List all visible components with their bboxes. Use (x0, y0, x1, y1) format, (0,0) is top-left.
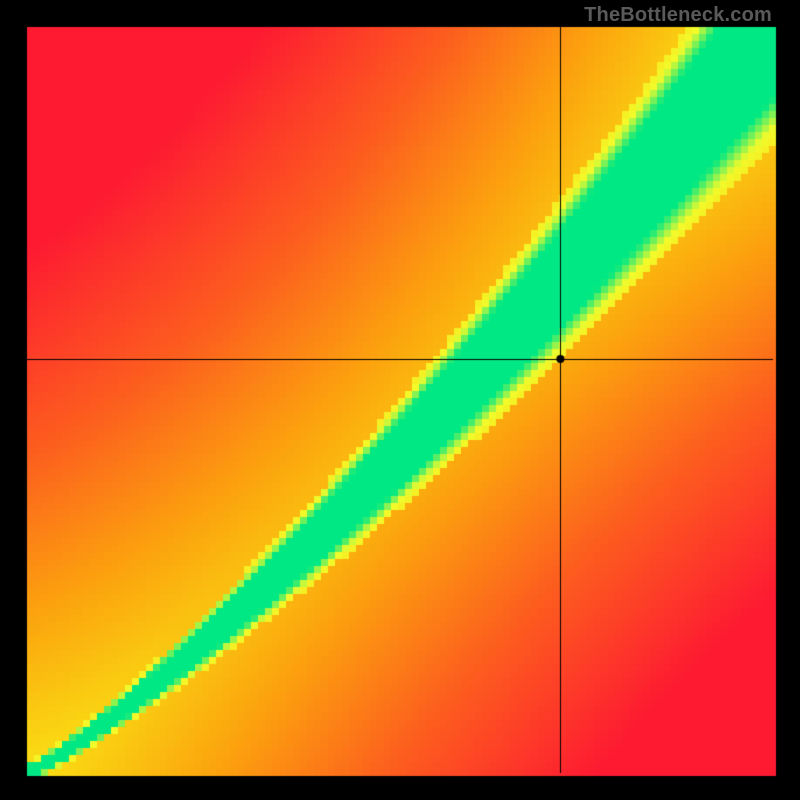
bottleneck-heatmap (0, 0, 800, 800)
watermark-text: TheBottleneck.com (584, 4, 772, 27)
